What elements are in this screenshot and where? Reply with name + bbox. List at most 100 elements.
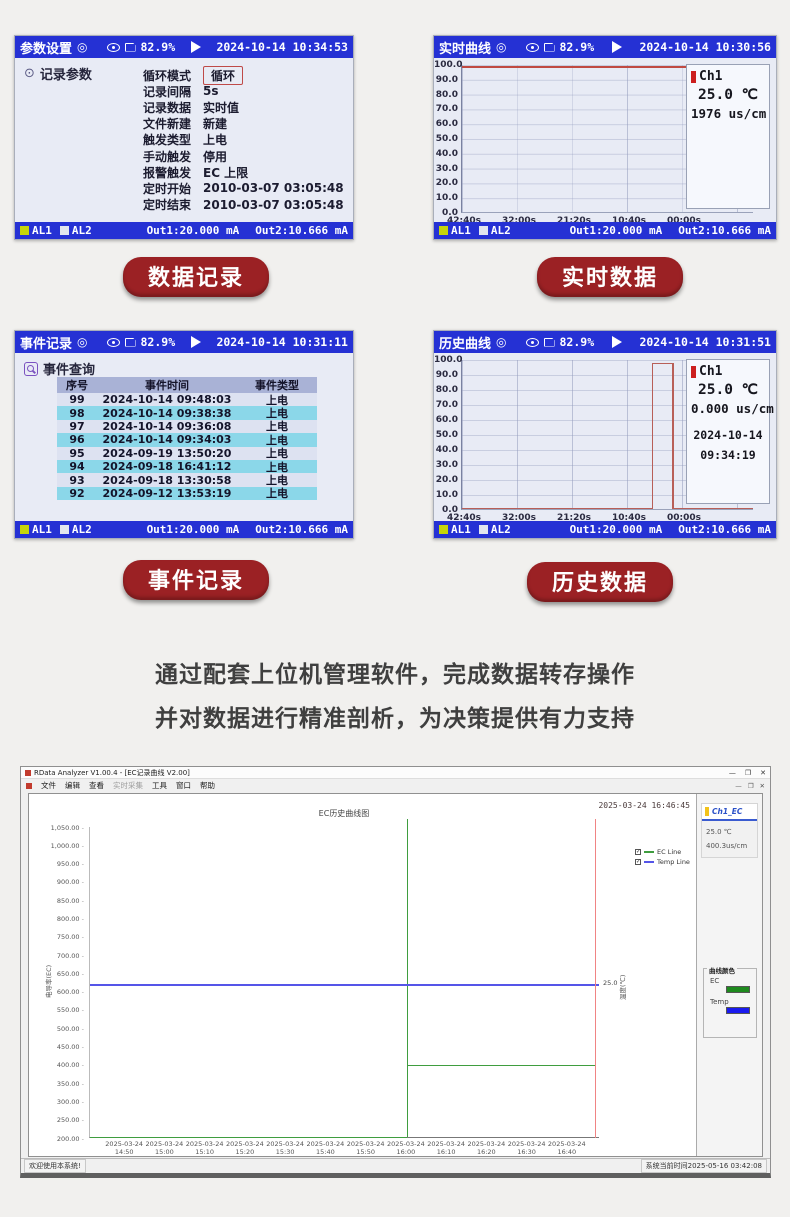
table-row: 94 2024-09-18 16:41:12 上电 <box>57 459 317 474</box>
param-row: 记录数据 实时值 <box>143 99 344 115</box>
table-cell: 上电 <box>266 487 288 501</box>
table-cell: 2024-09-18 16:41:12 <box>102 460 232 474</box>
conductivity-value: 0.000 us/cm <box>691 401 774 416</box>
menu-item-帮助[interactable]: 帮助 <box>200 781 215 790</box>
y-tick-label: 90.0 <box>435 74 458 85</box>
x-tick-time: 15:50 <box>356 1147 375 1156</box>
mdi-restore-icon[interactable]: ❐ <box>747 781 754 790</box>
x-tick-time: 15:30 <box>275 1147 295 1156</box>
channel-marker-icon <box>705 807 709 816</box>
param-value: 停用 <box>203 149 228 164</box>
param-value: 2010-03-07 03:05:48 <box>203 197 344 212</box>
table-cell: 上电 <box>266 433 288 447</box>
paragraph-line-1: 通过配套上位机管理软件，完成数据转存操作 <box>155 662 635 688</box>
menu-item-查看[interactable]: 查看 <box>89 781 104 790</box>
device-screen-history-curve: 历史曲线 ◎ 82.9% 2024-10-14 10:31:51 Ch1 25.… <box>433 330 777 539</box>
x-tick-label: 32:00s <box>502 513 537 523</box>
y-tick-label: 20.0 <box>435 178 458 189</box>
x-tick-label: 2025-03-24 15:50 <box>345 1140 387 1156</box>
x-tick-label: 10:40s <box>612 513 647 523</box>
curve-color-swatch[interactable] <box>726 1007 750 1014</box>
x-tick-label: 32:00s <box>502 216 537 226</box>
param-label: 记录间隔 <box>143 84 192 99</box>
y-tick-label: 200.00 <box>29 1135 84 1143</box>
chart-legend: ✓ EC Line ✓ Temp Line <box>635 847 690 867</box>
x-tick-time: 15:00 <box>155 1147 174 1156</box>
window-titlebar: RData Analyzer V1.00.4 - [EC记录曲线 V2.00] … <box>21 767 770 779</box>
param-value: 上电 <box>203 133 228 148</box>
sd-card-icon <box>124 42 136 52</box>
record-icon: ◎ <box>77 335 88 349</box>
system-time: 系统当前时间2025-05-16 03:42:08 <box>640 1159 767 1173</box>
right-axis-label: 温度(℃) <box>619 974 627 1000</box>
channel-sidebar: Ch1_EC 25.0 ℃ 400.3us/cm 曲线颜色 EC Temp <box>696 794 762 1156</box>
section-event-query: 事件查询 <box>24 359 95 378</box>
section-label: 记录参数 <box>39 68 92 83</box>
temp-line <box>90 984 599 986</box>
y-tick-label: 80.0 <box>435 385 458 395</box>
al1-indicator <box>439 525 448 534</box>
x-tick-date: 2025-03-24 <box>226 1140 264 1148</box>
usb-icon <box>106 337 120 347</box>
caption-realtime-data: 实时数据 <box>536 257 684 297</box>
x-tick-time: 14:50 <box>114 1147 134 1156</box>
y-tick-label: 950.00 <box>29 860 84 868</box>
table-cell: 上电 <box>266 393 288 407</box>
y-tick-label: 500.00 <box>29 1025 84 1033</box>
y-tick-label: 550.00 <box>29 1006 84 1014</box>
out2-value: Out2:10.666 mA <box>678 224 771 237</box>
play-icon <box>190 41 201 53</box>
device-datetime: 2024-10-14 10:30:56 <box>639 40 771 54</box>
al2-label: AL2 <box>490 523 511 536</box>
y-tick-label: 100.0 <box>434 60 463 70</box>
device-body: Ch1 25.0 ℃ 1976 us/cm 100.0 90.0 80.0 70.0 6… <box>434 58 776 226</box>
mdi-minimize-icon[interactable]: — <box>735 781 742 790</box>
x-tick-date: 2025-03-24 <box>346 1140 385 1148</box>
al1-label: AL1 <box>451 523 471 536</box>
right-axis-tick-label: 25.0 <box>603 979 618 987</box>
maximize-icon[interactable]: ❐ <box>744 768 752 777</box>
menu-item-窗口[interactable]: 窗口 <box>176 781 191 790</box>
device-statusbar: AL1 AL2 Out1:20.000 mA Out2:10.666 mA <box>434 222 776 239</box>
param-value: 循环 <box>203 65 244 85</box>
device-body: Ch1 25.0 ℃ 0.000 us/cm 2024-10-14 09:34:… <box>434 353 776 523</box>
y-tick-label: 10.0 <box>435 193 458 204</box>
legend-checkbox[interactable]: ✓ <box>635 849 641 855</box>
ec-history-plot <box>89 819 599 1138</box>
sd-card-icon <box>543 42 555 52</box>
legend-item: ✓ EC Line <box>635 847 690 857</box>
al1-indicator <box>20 226 29 235</box>
device-statusbar: AL1 AL2 Out1:20.000 mA Out2:10.666 mA <box>434 521 776 538</box>
ec-line-high <box>406 1064 595 1067</box>
y-tick-label: 300.00 <box>29 1098 84 1106</box>
x-tick-time: 16:40 <box>557 1147 577 1156</box>
al2-indicator <box>59 226 69 235</box>
x-tick-label: 2025-03-24 16:40 <box>546 1140 588 1156</box>
table-cell: 96 <box>69 433 85 447</box>
legend-checkbox[interactable]: ✓ <box>635 859 641 865</box>
event-table: 序号 事件时间 事件类型 99 2024-10-14 09:48:03 上电 98 2024-… <box>57 377 317 500</box>
device-screen-realtime-curve: 实时曲线 ◎ 82.9% 2024-10-14 10:30:56 Ch1 25.… <box>433 35 777 240</box>
menu-item-文件[interactable]: 文件 <box>41 781 56 790</box>
battery-percent: 82.9% <box>140 335 176 349</box>
mdi-close-icon[interactable]: ✕ <box>759 781 765 790</box>
out2-value: Out2:10.666 mA <box>255 224 348 237</box>
legend-label: Temp Line <box>657 858 690 866</box>
close-icon[interactable]: ✕ <box>760 768 766 777</box>
y-tick-label: 850.00 <box>29 897 84 905</box>
curve-color-swatch[interactable] <box>726 986 750 993</box>
x-tick-label: 10:40s <box>612 216 647 226</box>
series-line-baseline <box>672 507 753 509</box>
record-icon: ◎ <box>77 40 88 54</box>
menu-item-编辑[interactable]: 编辑 <box>65 781 80 790</box>
minimize-icon[interactable]: — <box>728 768 736 777</box>
device-title: 实时曲线 <box>439 41 492 57</box>
menu-item-工具[interactable]: 工具 <box>152 781 167 790</box>
x-tick-time: 15:10 <box>195 1147 215 1156</box>
device-screen-parameter-settings: 参数设置 ◎ 82.9% 2024-10-14 10:34:53 ⊙ 记录参数 … <box>14 35 354 240</box>
curve-color-row: Temp <box>710 998 750 1014</box>
channel-card[interactable]: Ch1_EC 25.0 ℃ 400.3us/cm <box>701 803 758 858</box>
table-cell: 上电 <box>266 447 288 461</box>
table-row: 92 2024-09-12 13:53:19 上电 <box>57 486 317 501</box>
x-tick-time: 16:00 <box>396 1147 416 1156</box>
